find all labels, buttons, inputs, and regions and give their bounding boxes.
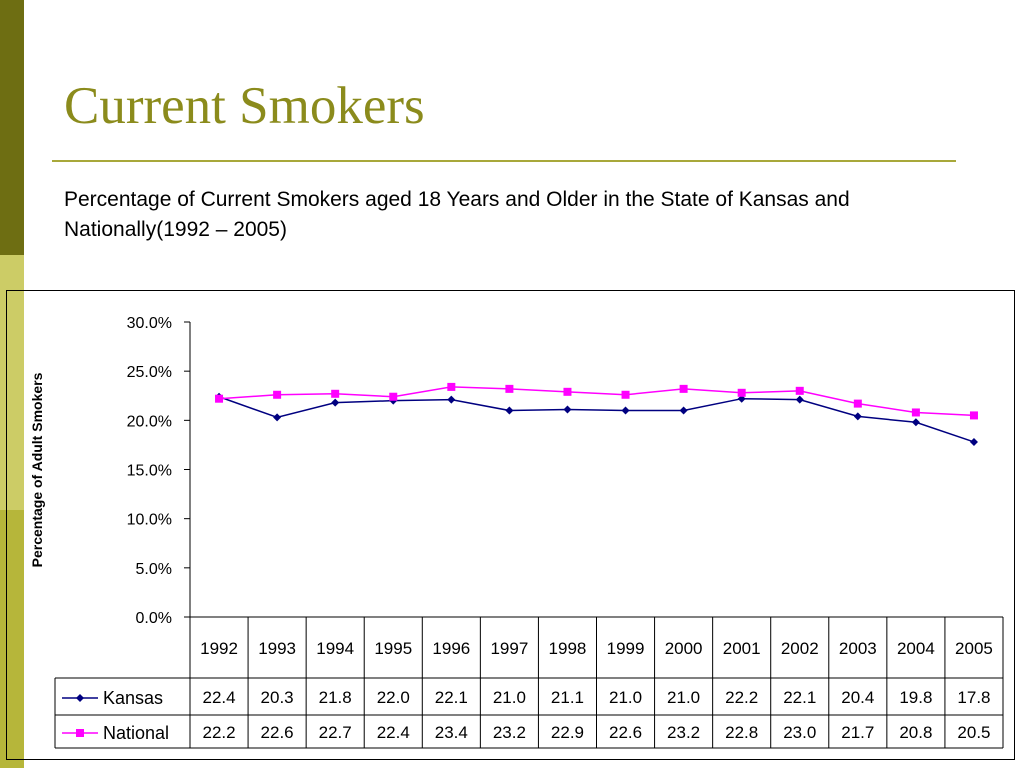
data-point-kansas <box>505 406 514 415</box>
data-point-national <box>389 392 398 401</box>
legend-label-national: National <box>103 723 169 743</box>
title-divider <box>52 160 956 162</box>
chart-frame <box>6 290 1015 760</box>
data-point-national <box>447 382 456 391</box>
data-label-national: 22.4 <box>377 723 410 742</box>
data-label-national: 20.5 <box>957 723 990 742</box>
data-label-kansas: 21.0 <box>667 688 700 707</box>
series-line-national <box>218 386 975 417</box>
data-point-national <box>215 394 224 403</box>
data-label-national: 23.0 <box>783 723 816 742</box>
y-tick-label: 20.0% <box>127 413 172 430</box>
accent-bar-dark <box>0 0 24 255</box>
data-label-national: 22.6 <box>609 723 642 742</box>
legend-key-marker <box>76 694 84 702</box>
data-point-kansas <box>273 413 282 422</box>
data-label-national: 22.8 <box>725 723 758 742</box>
slide-subtitle: Percentage of Current Smokers aged 18 Ye… <box>64 188 850 241</box>
data-point-national <box>795 386 804 395</box>
y-tick-label: 0.0% <box>136 610 172 627</box>
data-label-kansas: 20.3 <box>261 688 294 707</box>
legend-label-kansas: Kansas <box>103 688 163 708</box>
data-label-kansas: 22.2 <box>725 688 758 707</box>
x-tick-label: 2003 <box>839 639 877 658</box>
slide-title: Current Smokers <box>64 77 425 135</box>
data-label-national: 23.2 <box>667 723 700 742</box>
data-label-national: 22.9 <box>551 723 584 742</box>
y-tick-label: 30.0% <box>127 315 172 332</box>
x-tick-label: 2004 <box>897 639 935 658</box>
x-tick-label: 1994 <box>316 639 354 658</box>
data-label-kansas: 21.8 <box>319 688 352 707</box>
data-label-national: 23.4 <box>435 723 468 742</box>
data-point-kansas <box>853 412 862 421</box>
data-point-kansas <box>795 395 804 404</box>
data-point-national <box>737 388 746 397</box>
data-point-national <box>853 399 862 408</box>
data-point-kansas <box>679 406 688 415</box>
data-label-kansas: 21.1 <box>551 688 584 707</box>
x-tick-label: 2001 <box>723 639 761 658</box>
y-tick-label: 25.0% <box>127 364 172 381</box>
x-tick-label: 2000 <box>665 639 703 658</box>
data-label-kansas: 22.0 <box>377 688 410 707</box>
data-point-national <box>563 387 572 396</box>
legend-key-marker <box>76 729 84 737</box>
data-label-national: 22.2 <box>202 723 235 742</box>
data-point-national <box>621 390 630 399</box>
data-point-national <box>331 389 340 398</box>
data-point-national <box>505 384 514 393</box>
accent-bar-mid <box>0 510 24 768</box>
x-tick-label: 2005 <box>955 639 993 658</box>
data-label-national: 21.7 <box>841 723 874 742</box>
data-label-kansas: 22.1 <box>783 688 816 707</box>
data-point-kansas <box>447 395 456 404</box>
data-label-kansas: 19.8 <box>899 688 932 707</box>
data-label-national: 22.7 <box>319 723 352 742</box>
x-tick-label: 1999 <box>607 639 645 658</box>
x-tick-label: 1997 <box>490 639 528 658</box>
x-tick-label: 1992 <box>200 639 238 658</box>
y-tick-label: 15.0% <box>127 463 172 480</box>
data-point-kansas <box>621 406 630 415</box>
x-tick-label: 1995 <box>374 639 412 658</box>
data-point-kansas <box>331 398 340 407</box>
data-label-national: 22.6 <box>261 723 294 742</box>
y-tick-label: 5.0% <box>136 561 172 578</box>
y-axis-title: Percentage of Adult Smokers <box>29 372 45 567</box>
data-label-kansas: 22.1 <box>435 688 468 707</box>
data-point-kansas <box>563 405 572 414</box>
data-point-kansas <box>911 418 920 427</box>
series-line-kansas <box>218 396 975 443</box>
data-label-kansas: 17.8 <box>957 688 990 707</box>
data-label-kansas: 21.0 <box>609 688 642 707</box>
data-label-national: 20.8 <box>899 723 932 742</box>
data-point-national <box>273 390 282 399</box>
data-label-kansas: 21.0 <box>493 688 526 707</box>
data-label-kansas: 22.4 <box>202 688 235 707</box>
x-tick-label: 1996 <box>432 639 470 658</box>
data-point-national <box>969 411 978 420</box>
data-point-national <box>679 384 688 393</box>
data-label-kansas: 20.4 <box>841 688 874 707</box>
x-tick-label: 1998 <box>549 639 587 658</box>
data-point-national <box>911 408 920 417</box>
x-tick-label: 1993 <box>258 639 296 658</box>
data-label-national: 23.2 <box>493 723 526 742</box>
data-point-kansas <box>969 437 978 446</box>
x-tick-label: 2002 <box>781 639 819 658</box>
y-tick-label: 10.0% <box>127 512 172 529</box>
